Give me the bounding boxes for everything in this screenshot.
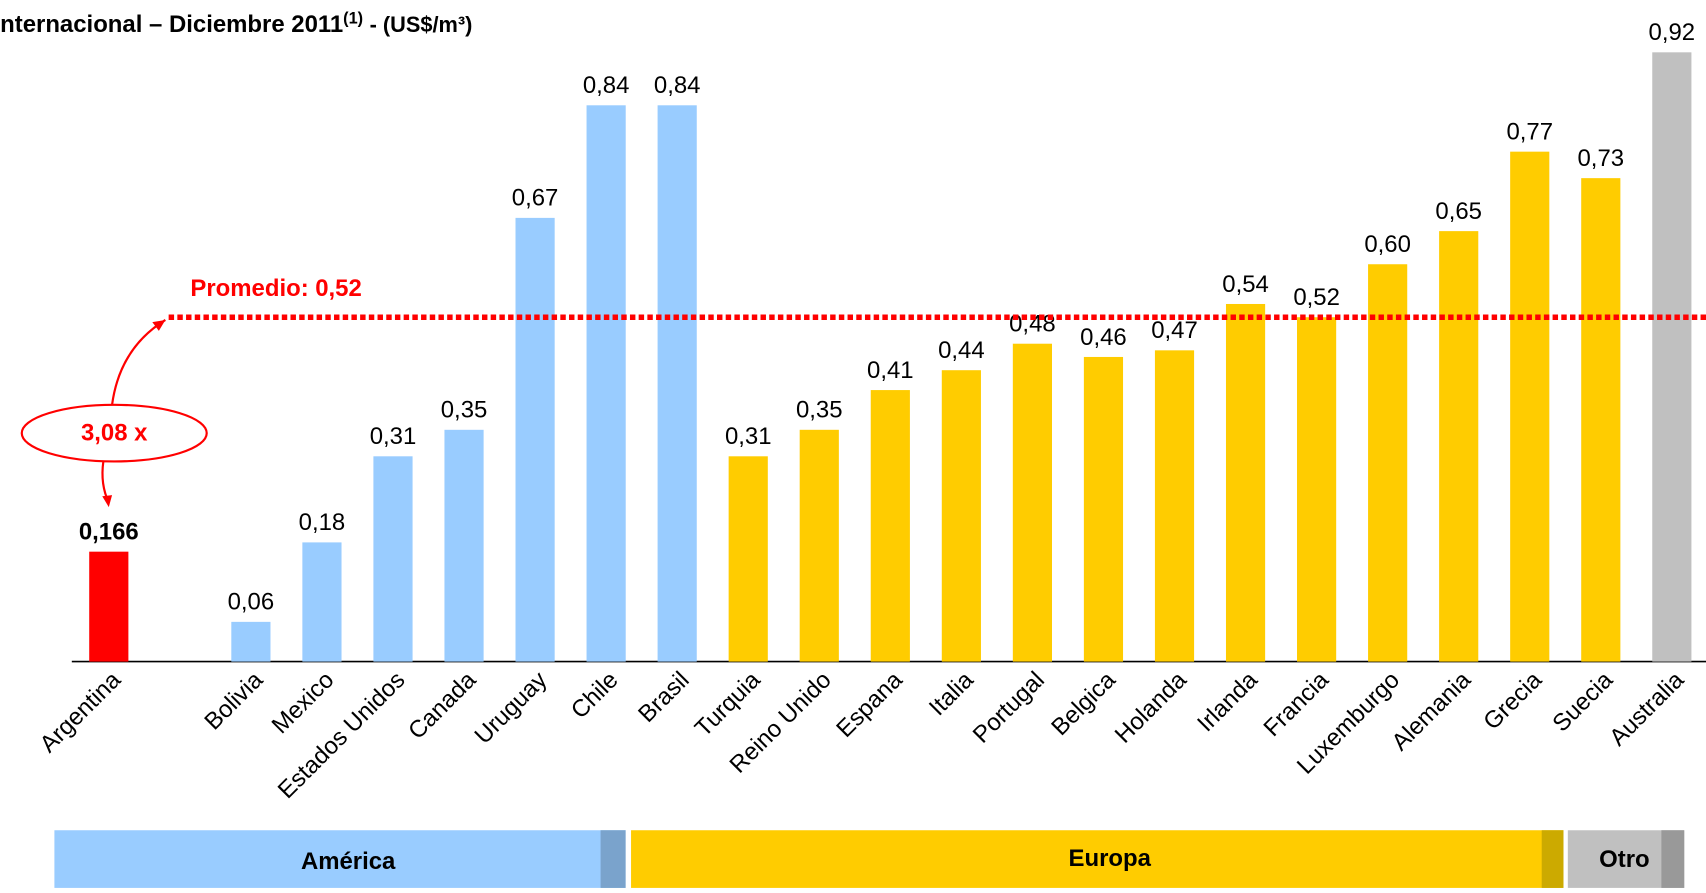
- value-label: 0,84: [583, 72, 630, 99]
- subtitle: - (US$/m³): [370, 12, 473, 37]
- value-label: 0,18: [299, 509, 346, 536]
- bar: [1368, 264, 1408, 662]
- title-note: (1): [343, 10, 363, 28]
- group-band: [54, 830, 626, 888]
- value-label: 0,166: [79, 518, 139, 545]
- bar: [1012, 343, 1052, 662]
- x-tick-label: Grecia: [1478, 666, 1547, 735]
- value-label: 0,92: [1649, 19, 1696, 46]
- value-label: 0,35: [796, 397, 843, 424]
- value-label: 0,31: [370, 423, 417, 450]
- value-label: 0,84: [654, 72, 701, 99]
- x-tick-label: Alemania: [1387, 666, 1477, 756]
- arrow-head: [102, 495, 113, 508]
- value-label: 0,60: [1364, 231, 1411, 258]
- bar: [870, 390, 910, 662]
- group-band-edge: [600, 830, 626, 888]
- average-name: Promedio:: [190, 275, 308, 302]
- annotation-ellipse: [20, 403, 208, 463]
- bar: [1297, 317, 1337, 662]
- value-label: 0,35: [441, 397, 488, 424]
- group-label: Otro: [1599, 846, 1650, 873]
- x-tick-label: Irlanda: [1192, 666, 1263, 737]
- group-label: América: [301, 848, 396, 875]
- value-label: 0,65: [1435, 198, 1482, 225]
- x-tick-label: Portugal: [968, 666, 1050, 748]
- bar: [89, 551, 129, 662]
- x-tick-label: Chile: [566, 666, 624, 724]
- x-tick-label: Australia: [1604, 666, 1689, 751]
- value-label: 0,41: [867, 357, 914, 384]
- value-label: 0,31: [725, 423, 772, 450]
- value-label: 0,47: [1151, 317, 1198, 344]
- bar: [657, 105, 697, 662]
- x-tick-label: Canada: [403, 666, 482, 745]
- x-tick-label: Holanda: [1110, 666, 1193, 749]
- x-tick-label: Uruguay: [469, 666, 552, 749]
- bar: [1154, 350, 1195, 662]
- bar: [373, 456, 413, 662]
- average-label: Promedio: 0,52: [190, 275, 361, 302]
- x-tick-label: Bolivia: [199, 666, 268, 735]
- bar: [302, 542, 342, 662]
- average-value: 0,52: [315, 275, 362, 302]
- annotation-arrow: [110, 319, 166, 405]
- x-tick-label: Espana: [831, 666, 908, 743]
- group-band-edge: [1541, 830, 1564, 888]
- bar: [444, 429, 484, 662]
- value-label: 0,44: [938, 337, 985, 364]
- value-label: 0,52: [1293, 284, 1340, 311]
- x-tick-label: Suecia: [1547, 666, 1618, 737]
- group-band-edge: [1661, 830, 1685, 888]
- bar: [1652, 52, 1692, 662]
- value-label: 0,67: [512, 185, 559, 212]
- x-tick-label: Italia: [924, 666, 979, 721]
- title: Internacional – Diciembre 2011: [0, 12, 343, 39]
- bar: [586, 105, 626, 662]
- value-label: 0,46: [1080, 324, 1127, 351]
- value-label: 0,73: [1578, 145, 1625, 172]
- group-band: [631, 830, 1564, 888]
- bar: [1439, 231, 1479, 662]
- bar: [515, 217, 555, 662]
- x-tick-label: Brasil: [633, 666, 694, 727]
- bar: [1581, 178, 1621, 662]
- bar: [1225, 303, 1266, 662]
- value-label: 0,77: [1506, 118, 1553, 145]
- bar: [1510, 151, 1550, 662]
- x-tick-label: Argentina: [35, 666, 127, 758]
- chart-title: Internacional – Diciembre 2011(1) - (US$/…: [0, 10, 472, 39]
- annotation: 3,08 x: [81, 420, 148, 447]
- value-label: 0,06: [228, 589, 275, 616]
- bar: [231, 621, 271, 662]
- bar: [799, 429, 839, 662]
- bar: [1083, 356, 1124, 662]
- bar: [941, 370, 981, 662]
- arrow-head: [152, 319, 166, 331]
- x-tick-label: Estados Unidos: [273, 666, 411, 804]
- bar: [728, 456, 768, 662]
- group-label: Europa: [1069, 845, 1152, 872]
- value-label: 0,54: [1222, 271, 1269, 298]
